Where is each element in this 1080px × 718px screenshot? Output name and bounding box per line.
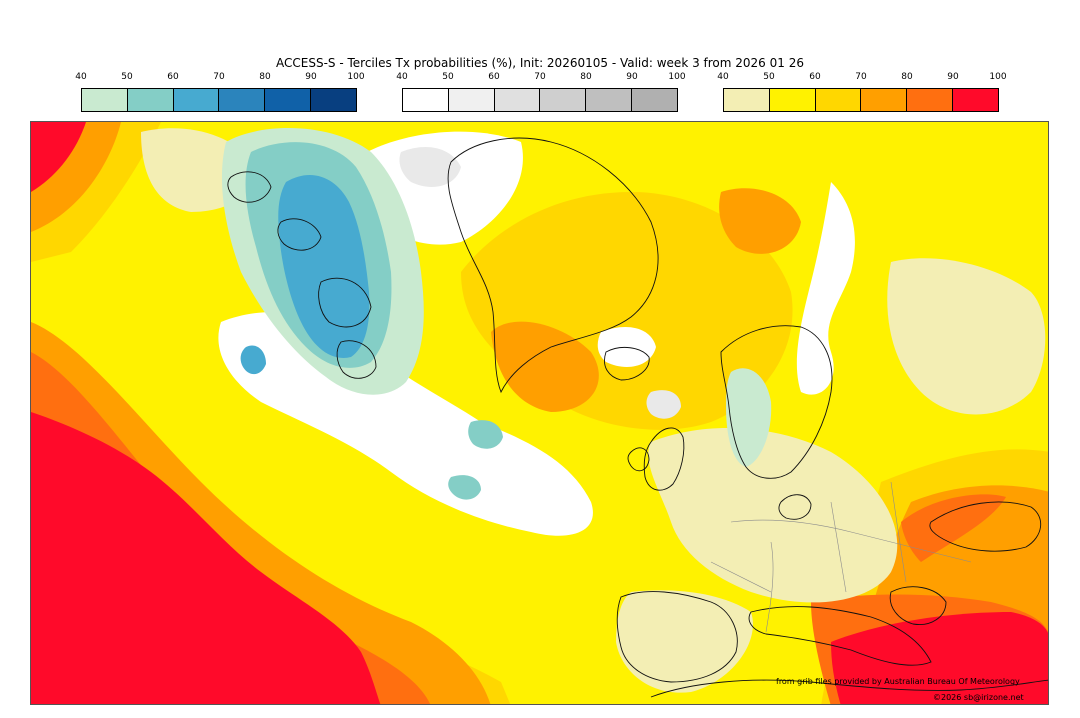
near-normal-tick-labels: 40 50 60 70 80 90 100 <box>396 72 685 84</box>
colorbar-segment <box>724 89 770 111</box>
colorbar-segment <box>907 89 954 111</box>
tick-label: 60 <box>809 72 821 82</box>
tick-label: 70 <box>534 72 546 82</box>
tick-label: 100 <box>668 72 686 82</box>
colorbar-segment <box>219 89 266 111</box>
colorbar-segment <box>540 89 587 111</box>
colorbar-segment <box>769 89 816 111</box>
tick-label: 40 <box>717 72 729 82</box>
tick-label: 50 <box>763 72 775 82</box>
colorbar-segment <box>494 89 541 111</box>
prob-area-below-40 <box>597 327 656 367</box>
tick-label: 40 <box>396 72 408 82</box>
colorbar-segment <box>861 89 908 111</box>
colorbar-segment <box>265 89 312 111</box>
tick-label: 60 <box>167 72 179 82</box>
colorbar-segment <box>403 89 449 111</box>
prob-area-90-100-above <box>31 412 381 704</box>
prob-area-40-50-above <box>616 590 753 693</box>
tick-label: 100 <box>347 72 365 82</box>
country-borders <box>710 481 972 633</box>
prob-area-40-50-above <box>648 428 898 603</box>
tick-label: 60 <box>488 72 500 82</box>
prob-area-60-70-below <box>278 174 370 358</box>
prob-area-70-80-above <box>719 188 801 254</box>
tick-label: 90 <box>305 72 317 82</box>
colorbar-segment <box>311 89 356 111</box>
data-source-credit: from grib files provided by Australian B… <box>776 677 1020 686</box>
near-normal-colorbar <box>402 88 678 112</box>
colorbar-segment <box>632 89 677 111</box>
below-normal-colorbar <box>81 88 357 112</box>
colorbar-segment <box>448 89 495 111</box>
copyright-notice: ©2026 sb@irizone.net <box>933 693 1024 702</box>
probability-map <box>30 121 1049 705</box>
tick-label: 90 <box>626 72 638 82</box>
colorbar-segment <box>953 89 998 111</box>
prob-area-40-50-above <box>887 258 1046 415</box>
colorbar-segment <box>127 89 174 111</box>
prob-area-40-50-below <box>726 368 772 467</box>
colorbar-segment <box>586 89 633 111</box>
tick-label: 40 <box>75 72 87 82</box>
prob-area-90-100-above <box>31 122 86 192</box>
prob-area-50-60-normal <box>399 147 461 187</box>
tick-label: 50 <box>442 72 454 82</box>
colorbar-segment <box>815 89 862 111</box>
tick-label: 70 <box>213 72 225 82</box>
prob-area-70-80-above <box>491 321 599 412</box>
prob-area-50-60-below <box>448 475 481 500</box>
tick-label: 80 <box>901 72 913 82</box>
prob-area-60-70-below <box>240 345 266 375</box>
tick-label: 90 <box>947 72 959 82</box>
below-normal-tick-labels: 40 50 60 70 80 90 100 <box>75 72 364 84</box>
tick-label: 80 <box>580 72 592 82</box>
tick-label: 80 <box>259 72 271 82</box>
prob-area-50-60-below <box>468 420 503 449</box>
prob-area-below-40 <box>218 312 593 536</box>
colorbar-segment <box>173 89 220 111</box>
above-normal-tick-labels: 40 50 60 70 80 90 100 <box>717 72 1006 84</box>
above-normal-colorbar <box>723 88 999 112</box>
map-canvas <box>31 122 1048 704</box>
tick-label: 50 <box>121 72 133 82</box>
prob-area-below-40 <box>796 182 855 395</box>
tick-label: 100 <box>989 72 1007 82</box>
map-title: ACCESS-S - Terciles Tx probabilities (%)… <box>276 56 804 70</box>
prob-area-80-90-above <box>901 494 1006 562</box>
coastlines <box>227 137 1048 698</box>
tick-label: 70 <box>855 72 867 82</box>
prob-area-50-60-normal <box>646 390 681 419</box>
prob-area-90-100-above <box>831 612 1048 704</box>
colorbar-segment <box>82 89 128 111</box>
